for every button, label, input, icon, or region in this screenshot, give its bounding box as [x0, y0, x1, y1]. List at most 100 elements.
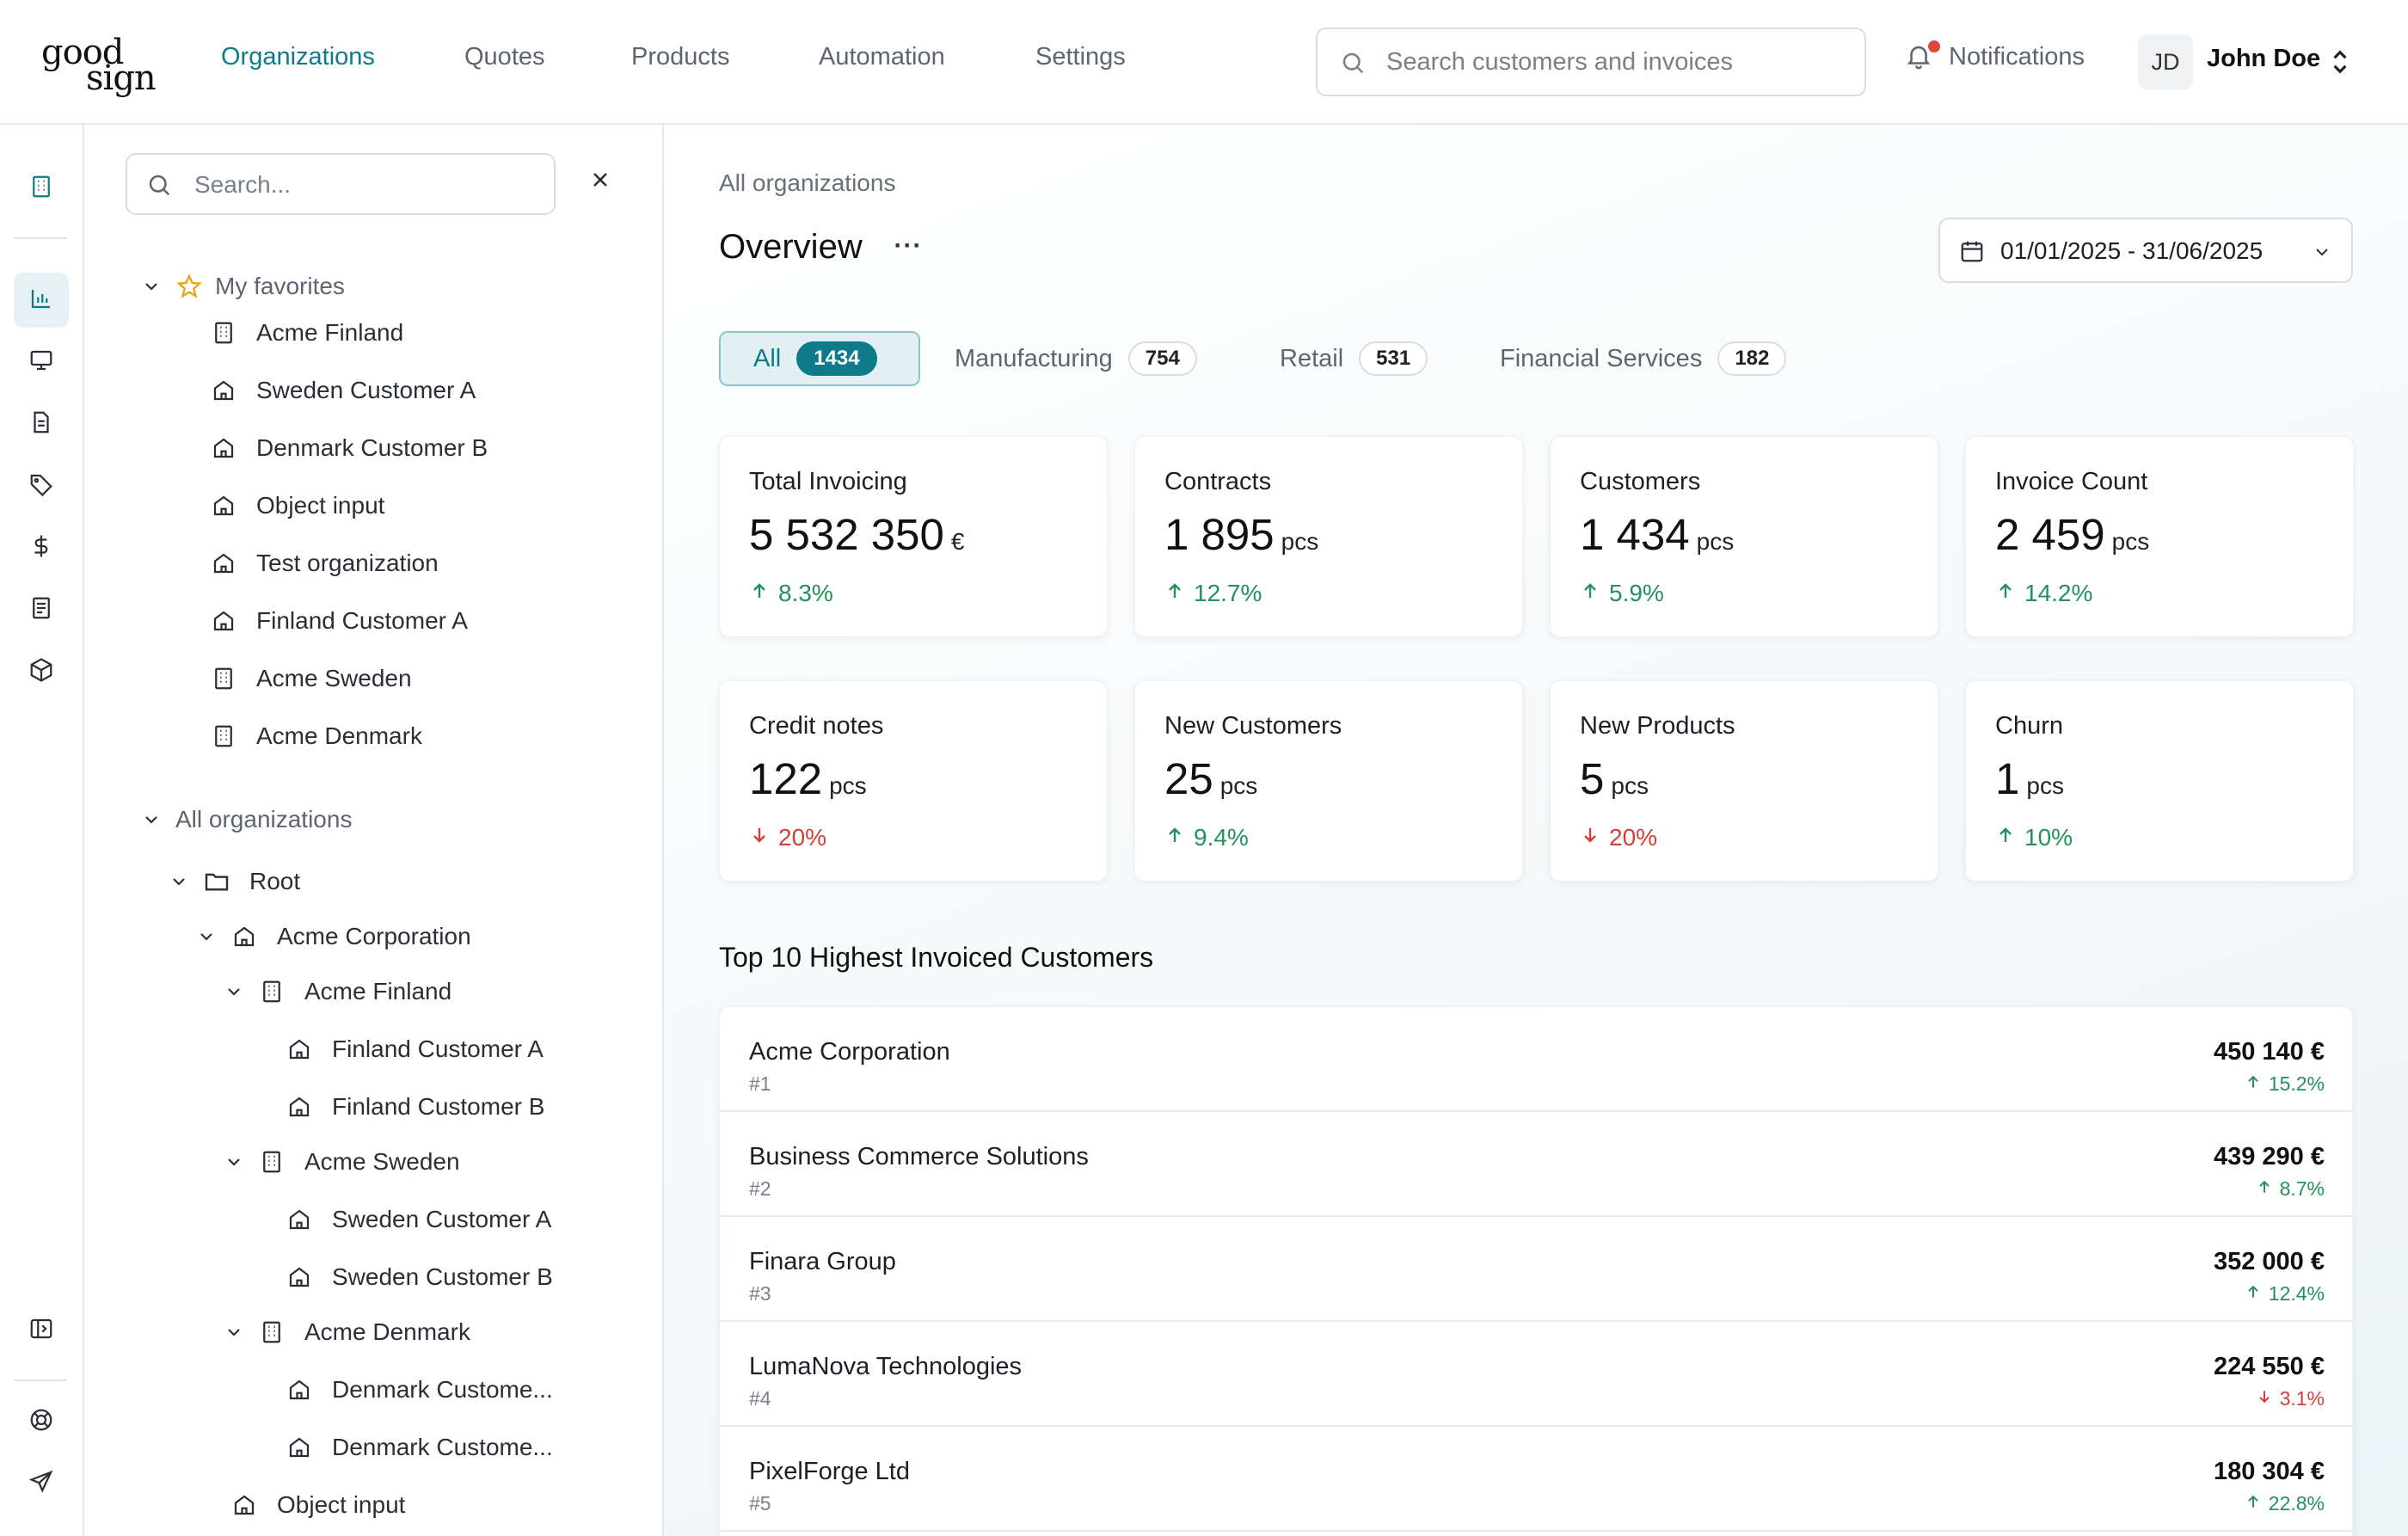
tree-node-finland-customer-b[interactable]: Finland Customer B [286, 1090, 544, 1124]
tree-node-sweden-customer-b[interactable]: Sweden Customer B [286, 1260, 553, 1294]
chevron-down-icon[interactable] [222, 1320, 246, 1344]
kpi-number: 2 459 [1995, 510, 2105, 559]
favorite-item-acme-denmark[interactable]: Acme Denmark [210, 719, 422, 753]
all-organizations-section-toggle[interactable]: All organizations [139, 802, 352, 837]
customer-name[interactable]: LumaNova Technologies [749, 1353, 1023, 1380]
favorite-item-denmark-customer-b[interactable]: Denmark Customer B [210, 431, 488, 465]
chevron-down-icon[interactable] [194, 925, 218, 949]
avatar[interactable]: JD [2138, 34, 2193, 89]
table-row[interactable]: Acme Corporation #1 450 140 € 15.2% [720, 1007, 2352, 1112]
organization-tree-panel: My favorites Acme Finland Sweden Customer… [84, 125, 664, 1536]
customer-name[interactable]: Finara Group [749, 1248, 896, 1275]
filter-count-badge: 1434 [796, 341, 877, 376]
global-search[interactable] [1316, 28, 1866, 96]
favorite-item-label: Object input [256, 492, 385, 519]
table-row[interactable]: LumaNova Technologies #4 224 550 € 3.1% [720, 1322, 2352, 1427]
arrow-up-icon [1995, 580, 2024, 607]
user-name[interactable]: John Doe [2207, 45, 2321, 72]
kpi-card-credit-notes[interactable]: Credit notes 122 pcs 20% [719, 680, 1108, 882]
tree-node-object-input[interactable]: Object input [230, 1488, 405, 1522]
tree-node-label: Acme Finland [304, 978, 452, 1005]
more-options-button[interactable]: ··· [894, 231, 923, 260]
filter-tab-retail[interactable]: Retail 531 [1280, 331, 1428, 386]
favorite-item-sweden-customer-a[interactable]: Sweden Customer A [210, 373, 476, 408]
tree-node-finland-customer-a[interactable]: Finland Customer A [286, 1032, 544, 1066]
rail-organizations-button[interactable] [14, 161, 69, 216]
rail-pricing-button[interactable] [14, 520, 69, 575]
kpi-card-new-customers[interactable]: New Customers 25 pcs 9.4% [1134, 680, 1523, 882]
kpi-number: 1 [1995, 754, 2020, 803]
rail-send-button[interactable] [14, 1456, 69, 1511]
kpi-card-churn[interactable]: Churn 1 pcs 10% [1965, 680, 2354, 882]
rail-collapse-button[interactable] [14, 1303, 69, 1358]
rail-analytics-button[interactable] [14, 273, 69, 328]
favorite-item-test-organization[interactable]: Test organization [210, 546, 439, 581]
favorite-item-label: Acme Denmark [256, 722, 422, 749]
tree-node-acme-sweden[interactable]: Acme Sweden [222, 1145, 460, 1179]
favorite-item-finland-customer-a[interactable]: Finland Customer A [210, 604, 468, 638]
close-icon[interactable] [588, 168, 612, 196]
tree-node-root[interactable]: Root [167, 864, 300, 899]
bar-chart-icon [28, 286, 54, 316]
chevron-down-icon[interactable] [167, 869, 191, 894]
nav-automation[interactable]: Automation [819, 43, 945, 71]
kpi-number: 5 [1580, 754, 1605, 803]
kpi-card-total-invoicing[interactable]: Total Invoicing 5 532 350 € 8.3% [719, 436, 1108, 637]
filter-label: Financial Services [1500, 344, 1703, 372]
kpi-card-customers[interactable]: Customers 1 434 pcs 5.9% [1550, 436, 1938, 637]
rail-tags-button[interactable] [14, 458, 69, 513]
building-icon [258, 978, 286, 1005]
tree-node-label: Acme Denmark [304, 1318, 470, 1345]
favorite-item-acme-sweden[interactable]: Acme Sweden [210, 661, 412, 696]
rail-monitor-button[interactable] [14, 335, 69, 390]
arrow-down-icon [1580, 824, 1609, 851]
brand-logo[interactable]: good sign [41, 29, 157, 98]
document-icon [28, 409, 54, 439]
table-row[interactable]: Finara Group #3 352 000 € 12.4% [720, 1217, 2352, 1322]
nav-organizations[interactable]: Organizations [221, 43, 375, 71]
tree-node-acme-corporation[interactable]: Acme Corporation [194, 919, 471, 954]
tree-search[interactable] [126, 153, 556, 215]
chevron-down-icon [139, 808, 163, 832]
table-row[interactable]: Business Commerce Solutions #2 439 290 €… [720, 1112, 2352, 1217]
kpi-change-value: 14.2% [2024, 580, 2093, 606]
nav-settings[interactable]: Settings [1035, 43, 1126, 71]
chevron-down-icon[interactable] [222, 1150, 246, 1174]
rail-documents-button[interactable] [14, 396, 69, 452]
favorites-section-toggle[interactable]: My favorites [139, 269, 345, 304]
global-search-input[interactable] [1386, 45, 1851, 79]
favorite-item-object-input[interactable]: Object input [210, 488, 384, 523]
tree-node-denmark-custome[interactable]: Denmark Custome... [286, 1373, 553, 1407]
tree-node-sweden-customer-a[interactable]: Sweden Customer A [286, 1202, 551, 1237]
tree-node-label: Acme Corporation [277, 923, 471, 949]
breadcrumb[interactable]: All organizations [719, 169, 896, 196]
rail-invoices-button[interactable] [14, 582, 69, 637]
all-organizations-label: All organizations [175, 806, 353, 833]
filter-tab-financial-services[interactable]: Financial Services 182 [1500, 331, 1787, 386]
rail-products-button[interactable] [14, 644, 69, 699]
customer-name[interactable]: Acme Corporation [749, 1038, 950, 1066]
filter-tab-manufacturing[interactable]: Manufacturing 754 [955, 331, 1197, 386]
nav-products[interactable]: Products [631, 43, 730, 71]
kpi-card-new-products[interactable]: New Products 5 pcs 20% [1550, 680, 1938, 882]
filter-tab-all[interactable]: All 1434 [719, 331, 920, 386]
table-row[interactable]: PixelForge Ltd #5 180 304 € 22.8% [720, 1427, 2352, 1532]
kpi-card-contracts[interactable]: Contracts 1 895 pcs 12.7% [1134, 436, 1523, 637]
customer-name[interactable]: PixelForge Ltd [749, 1458, 910, 1485]
chevron-down-icon[interactable] [222, 980, 246, 1004]
date-range-picker[interactable]: 01/01/2025 - 31/06/2025 [1938, 218, 2353, 283]
kpi-change-value: 20% [778, 824, 827, 851]
home-icon [286, 1093, 313, 1121]
tree-search-input[interactable] [194, 169, 538, 201]
customer-name[interactable]: Business Commerce Solutions [749, 1143, 1089, 1170]
kpi-change: 20% [1580, 824, 1657, 851]
kpi-title: Credit notes [749, 712, 884, 740]
kpi-card-invoice-count[interactable]: Invoice Count 2 459 pcs 14.2% [1965, 436, 2354, 637]
tree-node-denmark-custome[interactable]: Denmark Custome... [286, 1430, 553, 1465]
chevron-up-down-icon[interactable] [2329, 48, 2351, 80]
nav-quotes[interactable]: Quotes [464, 43, 545, 71]
tree-node-acme-denmark[interactable]: Acme Denmark [222, 1315, 470, 1349]
favorite-item-acme-finland[interactable]: Acme Finland [210, 316, 403, 350]
tree-node-acme-finland[interactable]: Acme Finland [222, 974, 452, 1009]
rail-help-button[interactable] [14, 1394, 69, 1449]
